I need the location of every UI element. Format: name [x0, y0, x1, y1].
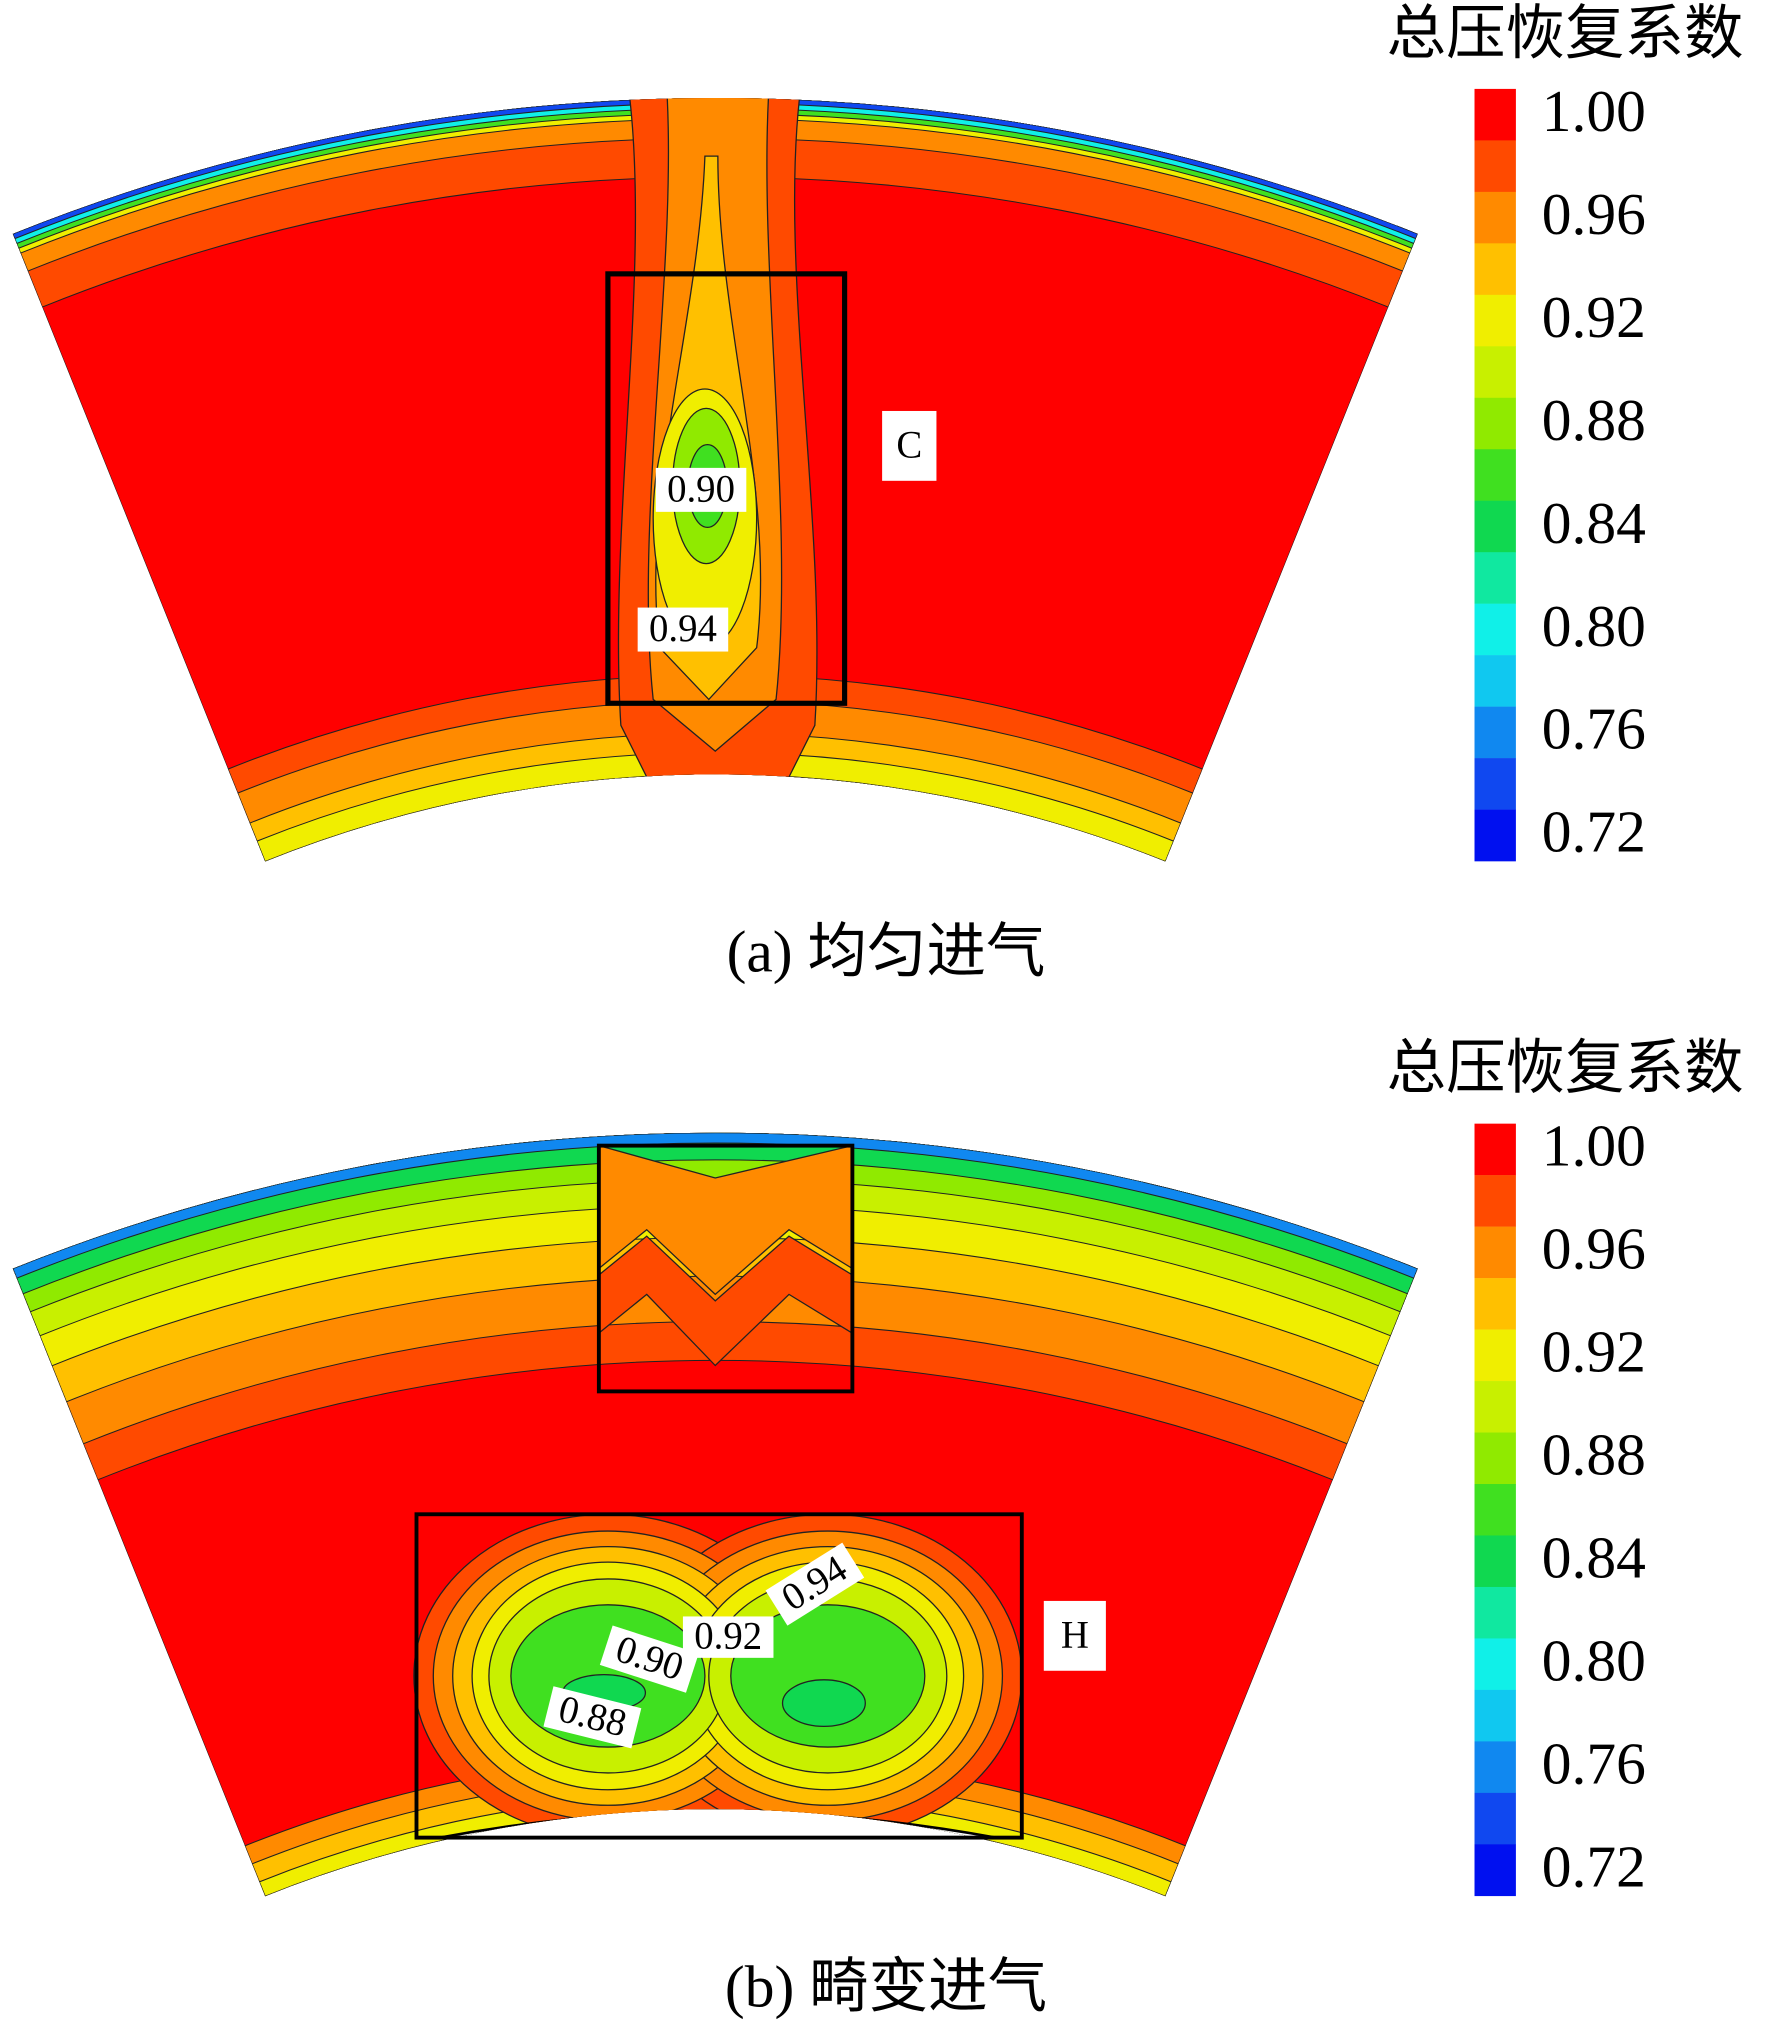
colorbar-cell	[1474, 1638, 1516, 1691]
colorbar-tick-label: 0.80	[1542, 1628, 1646, 1694]
label-bg	[882, 410, 937, 481]
label: H	[1043, 1600, 1106, 1671]
colorbar-cell	[1474, 1586, 1516, 1639]
label-bg	[599, 1625, 699, 1693]
blob	[730, 1604, 926, 1748]
colorbar-cell	[1474, 397, 1516, 450]
colorbar-cell	[1474, 1483, 1516, 1536]
colorbar-tick-label: 1.00	[1542, 1113, 1646, 1179]
colorbar-tick-label: 0.76	[1542, 1731, 1646, 1797]
colorbar-cell	[1474, 1226, 1516, 1279]
label: 0.90	[655, 467, 747, 512]
region-box	[414, 1512, 1024, 1840]
colorbar-tick-label: 1.00	[1542, 78, 1646, 144]
colorbar-cell	[1474, 809, 1516, 862]
colorbar-tick-label: 0.92	[1542, 1319, 1646, 1385]
label: 0.94	[765, 1542, 865, 1626]
contour-label: 0.90	[667, 467, 735, 510]
colorbar-tick-label: 0.84	[1542, 490, 1646, 556]
colorbar-cell	[1474, 1741, 1516, 1794]
v-band	[598, 1144, 854, 1296]
colorbar-cell	[1474, 88, 1516, 141]
label-bg	[682, 1616, 774, 1658]
contour-plot-a	[12, 97, 1418, 862]
colorbar-tick-label: 0.88	[1542, 387, 1646, 453]
colorbar-cell	[1474, 552, 1516, 604]
caption: (a) 均匀进气	[727, 919, 1046, 985]
colorbar-tick-label: 0.88	[1542, 1422, 1646, 1488]
colorbar-cell	[1474, 191, 1516, 244]
colorbar-title: 总压恢复系数	[1387, 0, 1744, 66]
colorbar-cell	[1474, 1689, 1516, 1742]
region-box	[596, 1143, 855, 1394]
colorbar-tick-label: 0.72	[1542, 1833, 1646, 1899]
label-bg	[655, 467, 747, 512]
region-label: H	[1061, 1613, 1089, 1656]
colorbar-tick-label: 0.96	[1542, 181, 1646, 247]
colorbar-title: 总压恢复系数	[1387, 1035, 1744, 1101]
label-bg	[543, 1686, 642, 1749]
colorbar-cell	[1474, 346, 1516, 399]
colorbar-cell	[1474, 294, 1516, 347]
colorbar-tick-label: 0.84	[1542, 1525, 1646, 1591]
colorbar-cell	[1474, 449, 1516, 501]
contour-plot-b	[12, 1132, 1418, 1897]
colorbar-cell	[1474, 1123, 1516, 1176]
label: C	[882, 410, 937, 481]
contour-label: 0.94	[649, 607, 717, 650]
region-label: C	[896, 423, 922, 466]
colorbar-tick-label: 0.72	[1542, 799, 1646, 865]
label-bg	[1043, 1600, 1106, 1671]
label: 0.94	[637, 607, 729, 652]
colorbar-cell	[1474, 243, 1516, 296]
colorbar-cell	[1474, 1381, 1516, 1433]
colorbar-cell	[1474, 140, 1516, 193]
region-box	[605, 271, 848, 706]
colorbar-cell	[1474, 1535, 1516, 1588]
colorbar-cell	[1474, 603, 1516, 656]
label-bg	[637, 607, 729, 652]
colorbar-cell	[1474, 500, 1516, 553]
colorbar-cell	[1474, 1432, 1516, 1485]
colorbar-cell	[1474, 1329, 1516, 1382]
colorbar-cell	[1474, 706, 1516, 759]
colorbar-cell	[1474, 1175, 1516, 1227]
colorbar-cell	[1474, 1278, 1516, 1330]
colorbar-tick-label: 0.96	[1542, 1216, 1646, 1282]
overlays: CH0.900.940.940.920.900.88总压恢复系数1.000.96…	[414, 0, 1744, 2019]
colorbar-cell	[1474, 655, 1516, 707]
colorbar-cell	[1474, 758, 1516, 810]
colorbar-tick-label: 0.92	[1542, 284, 1646, 350]
colorbar-cell	[1474, 1844, 1516, 1897]
colorbar-tick-label: 0.80	[1542, 593, 1646, 659]
colorbar-cell	[1474, 1792, 1516, 1845]
caption: (b) 畸变进气	[725, 1953, 1047, 2019]
label-bg	[765, 1542, 865, 1626]
label: 0.92	[682, 1615, 774, 1658]
colorbar-tick-label: 0.76	[1542, 696, 1646, 762]
blob-core	[781, 1679, 866, 1728]
contour-label: 0.92	[694, 1615, 762, 1658]
